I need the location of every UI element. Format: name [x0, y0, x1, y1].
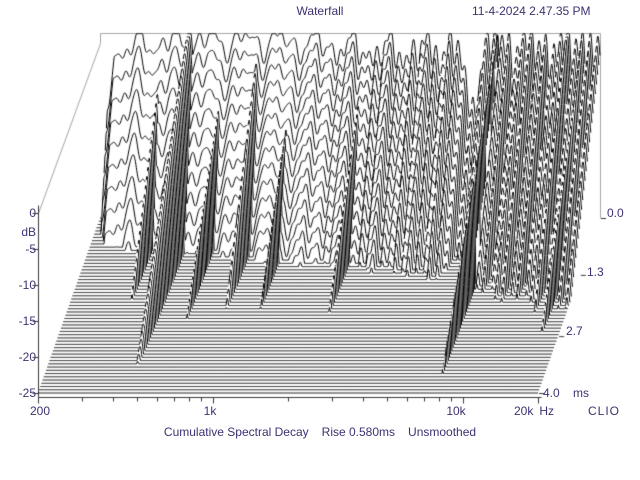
- db-tick-minus5: -5: [25, 242, 36, 256]
- time-tick-4.0: 4.0: [543, 386, 560, 400]
- clio-brand-label: CLIO: [588, 404, 621, 418]
- time-tick-1.3: 1.3: [587, 265, 604, 279]
- freq-tick-10k: 10k: [446, 404, 466, 418]
- analysis-type-label: Cumulative Spectral Decay: [163, 425, 309, 439]
- freq-tick-200: 200: [29, 404, 51, 418]
- time-axis-unit: ms: [573, 386, 589, 400]
- freq-tick-1k: 1k: [203, 404, 217, 418]
- rise-time-label: Rise 0.580ms: [321, 425, 396, 439]
- freq-tick-20k-group: 20k Hz: [514, 404, 554, 418]
- db-tick-0: 0: [29, 206, 36, 220]
- time-tick-0.0: 0.0: [607, 206, 624, 220]
- footer-status-line: Cumulative Spectral Decay Rise 0.580ms U…: [0, 425, 640, 439]
- db-tick-minus15: -15: [18, 314, 36, 328]
- db-tick-minus25: -25: [18, 386, 36, 400]
- db-tick-minus20: -20: [18, 350, 36, 364]
- freq-axis-unit: Hz: [539, 404, 555, 418]
- db-tick-minus10: -10: [18, 278, 36, 292]
- timestamp: 11-4-2024 2.47.35 PM: [472, 4, 591, 18]
- db-axis-unit: dB: [21, 225, 36, 239]
- page-title: Waterfall: [296, 4, 344, 18]
- freq-tick-20k: 20k: [514, 404, 534, 418]
- smoothing-label: Unsmoothed: [408, 425, 477, 439]
- time-tick-2.7: 2.7: [566, 324, 583, 338]
